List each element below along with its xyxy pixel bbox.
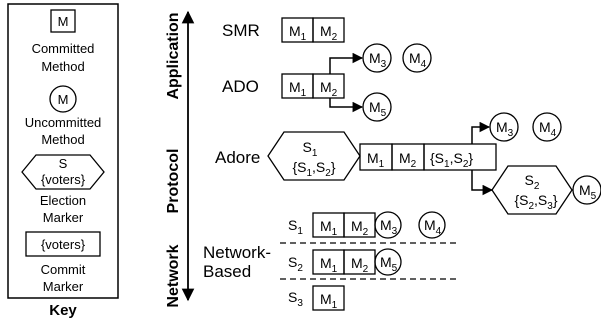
key-committed-label-2: Method — [41, 59, 84, 74]
ado-m5-circle — [362, 92, 392, 122]
adore-m1-label: M1 — [367, 150, 385, 170]
adore-commit-label: {S1,S2} — [430, 150, 473, 170]
s1-m4-label: M4 — [424, 217, 442, 237]
ado-m3-circle — [362, 43, 392, 73]
key-election-hexagon — [21, 154, 105, 190]
smr-m2-label: M2 — [320, 23, 338, 43]
s3-m1-box — [312, 285, 345, 311]
s2-m1-label: M1 — [320, 255, 338, 275]
s1-m1-label: M1 — [320, 218, 338, 238]
adore-election-s2-bottom: {S2,S3} — [514, 192, 557, 212]
ado-branch-up-arrow — [329, 52, 364, 74]
server-s3-log: S3 M1 — [288, 285, 345, 311]
adore-commit-box — [423, 143, 497, 171]
key-election-label-2: Marker — [43, 210, 84, 225]
adore-m4-label: M4 — [539, 119, 557, 139]
adore-m3-label: M3 — [496, 119, 514, 139]
key-panel: M Committed Method M Uncommitted Method … — [7, 3, 119, 299]
adore-election-s1-top: S1 — [303, 139, 318, 159]
ado-m3-label: M3 — [369, 50, 387, 70]
adore-m2-label: M2 — [399, 150, 417, 170]
adore-log: S1 {S1,S2} M1 M2 {S1,S2} M3 M4 S2 {S2,S3… — [267, 112, 601, 215]
row-label-ado: ADO — [222, 77, 259, 96]
key-commit-symbol: {voters} — [41, 237, 86, 252]
adore-branch-up-arrow — [471, 121, 491, 144]
s2-m5-label: M5 — [380, 254, 398, 274]
row-label-network-based-1: Network- — [203, 243, 271, 262]
layer-label-network: Network — [165, 244, 182, 307]
s1-m3-circle — [374, 211, 402, 239]
key-title: Key — [49, 302, 77, 319]
s3-m1-label: M1 — [320, 291, 338, 311]
adore-branch-down-arrow — [471, 170, 494, 196]
adore-m3-circle — [489, 112, 519, 142]
key-committed-label-1: Committed — [32, 41, 95, 56]
key-committed-box — [50, 9, 76, 33]
server-s1-label: S1 — [288, 217, 303, 237]
s2-m2-label: M2 — [351, 255, 369, 275]
key-commit-label-1: Commit — [41, 262, 86, 277]
ado-m4-circle — [402, 43, 432, 73]
server-s1-log: S1 M1 M2 M3 M4 — [288, 211, 446, 239]
adore-election-s1-bottom: {S1,S2} — [292, 159, 335, 179]
row-label-adore: Adore — [215, 148, 260, 167]
ado-log: M1 M2 M3 M4 M5 — [281, 43, 432, 122]
ado-m5-label: M5 — [369, 99, 387, 119]
row-label-smr: SMR — [222, 21, 260, 40]
key-uncommitted-label-2: Method — [41, 132, 84, 147]
s1-m4-circle — [418, 211, 446, 239]
server-s3-label: S3 — [288, 289, 303, 309]
layer-label-application: Application — [165, 12, 182, 99]
key-commit-box — [25, 231, 101, 257]
adore-election-s2 — [491, 165, 573, 215]
key-uncommitted-circle — [49, 85, 77, 113]
server-s2-log: S2 M1 M2 M5 — [288, 248, 402, 276]
ado-m1-label: M1 — [289, 79, 307, 99]
key-election-label-1: Election — [40, 193, 86, 208]
adore-election-s2-top: S2 — [525, 172, 540, 192]
ado-branch-down-arrow — [329, 98, 364, 113]
key-election-symbol-top: S — [59, 156, 68, 171]
key-uncommitted-symbol: M — [58, 92, 69, 107]
row-label-network-based-2: Based — [203, 262, 251, 281]
smr-m1-label: M1 — [289, 23, 307, 43]
ado-m4-label: M4 — [409, 50, 427, 70]
key-uncommitted-label-1: Uncommitted — [25, 115, 102, 130]
adore-m5-circle — [572, 175, 601, 205]
s1-m2-label: M2 — [351, 218, 369, 238]
ado-m2-box — [312, 73, 345, 99]
server-s2-label: S2 — [288, 254, 303, 274]
s2-m5-circle — [374, 248, 402, 276]
key-border — [7, 3, 119, 299]
s1-m3-label: M3 — [380, 217, 398, 237]
adore-m4-circle — [532, 112, 562, 142]
layer-label-protocol: Protocol — [165, 149, 182, 214]
key-commit-label-2: Marker — [43, 279, 84, 294]
key-election-symbol-bottom: {voters} — [41, 172, 86, 187]
key-committed-symbol: M — [58, 14, 69, 29]
smr-log: M1 M2 — [281, 17, 345, 43]
ado-m2-label: M2 — [320, 79, 338, 99]
smr-m2-box — [312, 17, 345, 43]
adore-m5-label: M5 — [579, 182, 597, 202]
